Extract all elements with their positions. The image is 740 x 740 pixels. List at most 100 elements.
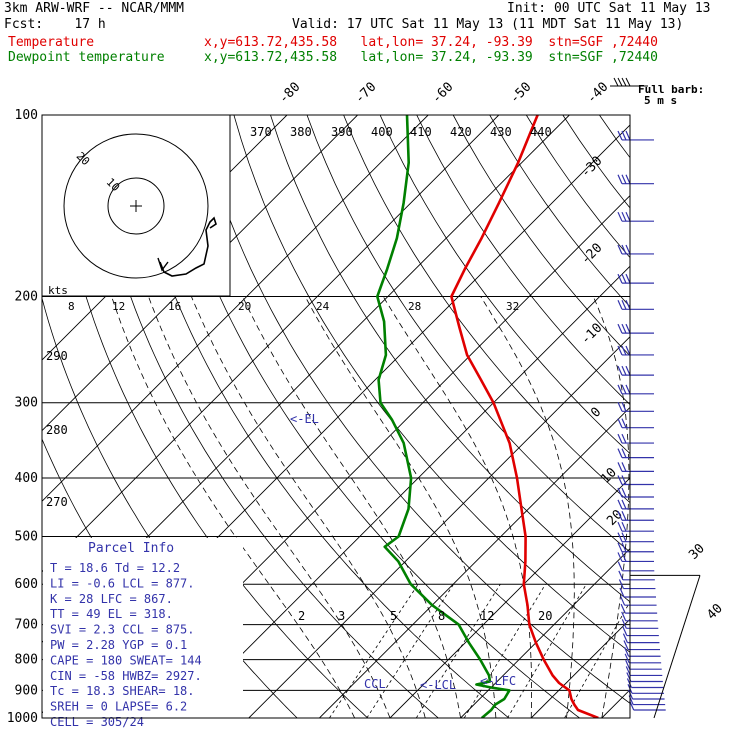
wind-barb <box>618 579 656 590</box>
wind-barb-flag <box>621 448 627 458</box>
isotherm-line <box>42 115 429 502</box>
barb-legend-flag <box>625 77 631 87</box>
hodograph-speed-label: 8 <box>68 300 75 313</box>
wind-barb <box>617 521 654 532</box>
wind-barb <box>617 384 654 395</box>
parcel-info-row: CIN = -58 HWBZ= 2927. <box>50 669 202 683</box>
parcel-info-row: SVI = 2.3 CCL = 875. <box>50 623 195 637</box>
wind-barb-flag <box>621 499 627 510</box>
theta-left-label: 290 <box>46 349 68 363</box>
wind-barb <box>617 499 654 510</box>
isotherm-right-label: 0 <box>588 405 604 421</box>
wind-barb-flag <box>617 521 623 532</box>
mixing-ratio-line <box>329 584 419 718</box>
dewpoint-location: x,y=613.72,435.58 lat,lon= 37.24, -93.39… <box>204 50 658 65</box>
parcel-info-row: K = 28 LFC = 867. <box>50 592 173 606</box>
dry-adiabat-line <box>197 115 630 704</box>
theta-label: 400 <box>371 125 393 139</box>
wind-barb-flag <box>621 611 627 622</box>
wind-barb-flag <box>621 475 627 485</box>
isotherm-line <box>42 115 358 432</box>
wind-barb-flag <box>617 433 623 444</box>
lfc-marker: <-LFC <box>480 674 516 688</box>
isotherm-right-label: -20 <box>578 241 605 268</box>
wind-barb-flag <box>621 542 627 552</box>
wind-barb <box>623 640 660 651</box>
plot-frame <box>41 114 631 719</box>
parcel-info-panel <box>43 538 243 718</box>
isotherm-right-label: 20 <box>604 507 626 529</box>
wind-barb-flag <box>617 418 623 428</box>
isotherm-line <box>389 477 630 718</box>
theta-label: 440 <box>530 125 552 139</box>
hodograph-speed-label: 32 <box>506 300 519 313</box>
wind-barb-flag <box>617 499 623 510</box>
wind-barb <box>617 552 654 563</box>
moist-adiabat-line <box>191 296 426 718</box>
wind-barb-flag <box>621 244 627 255</box>
parcel-info-row: CELL = 305/24 <box>50 715 144 729</box>
parcel-info-row: Tc = 18.3 SHEAR= 18. <box>50 684 195 698</box>
wind-barb <box>617 475 654 486</box>
wind-barb <box>626 678 664 689</box>
wind-barb <box>617 402 654 412</box>
pressure-tick-label: 1000 <box>7 711 38 726</box>
isotherm-right-label: 40 <box>704 601 726 623</box>
wind-barb-flag <box>621 130 627 141</box>
theta-label: 370 <box>250 125 272 139</box>
wind-barb-flag <box>621 552 627 562</box>
theta-label: 380 <box>290 125 312 139</box>
pressure-tick-label: 800 <box>15 653 38 668</box>
wind-barb-flag <box>624 647 630 657</box>
mixing-ratio-line <box>415 584 501 718</box>
barb-legend-units: 5 m s <box>644 94 677 107</box>
wind-barb <box>617 323 654 334</box>
dry-adiabat-line <box>379 115 630 455</box>
wind-barb-flag <box>617 323 623 334</box>
wind-barb-flag <box>625 384 631 395</box>
isotherm-top-label: -80 <box>276 80 303 107</box>
pressure-tick-label: 600 <box>15 577 38 592</box>
isotherm-right-label: 10 <box>598 465 620 487</box>
wind-barb-flag <box>621 402 627 412</box>
wind-barb-flag <box>621 521 627 532</box>
wind-barb <box>617 542 654 553</box>
moist-adiabat-line <box>480 296 575 718</box>
wind-barb-flag <box>622 633 628 643</box>
wind-barb <box>617 448 654 459</box>
wind-barb <box>617 418 654 429</box>
wind-barb-flag <box>617 211 623 222</box>
parcel-info-title: Parcel Info <box>88 541 174 556</box>
mixing-ratio-label: 8 <box>438 609 445 623</box>
wind-barb-flag <box>617 475 623 485</box>
theta-left-label: 280 <box>46 423 68 437</box>
mixing-ratio-label: 12 <box>480 609 494 623</box>
wind-barb-flag <box>620 595 626 606</box>
isotherm-top-label: -70 <box>352 80 379 107</box>
wind-barb-flag <box>618 579 624 589</box>
wind-barb-flag <box>625 244 631 255</box>
mixing-ratio-label: 5 <box>390 609 397 623</box>
moist-adiabat-line <box>111 296 356 718</box>
wind-barb <box>624 653 662 664</box>
init-time: Init: 00 UTC Sat 11 May 13 <box>507 1 711 16</box>
isotherm-right-label: 30 <box>686 541 708 563</box>
mixing-ratio-line <box>463 584 546 718</box>
dry-adiabat-line <box>343 115 630 504</box>
temperature-location: x,y=613.72,435.58 lat,lon= 37.24, -93.39… <box>204 35 658 50</box>
wind-barb <box>629 700 666 711</box>
wind-barb <box>617 244 654 255</box>
hodograph-speed-label: 12 <box>112 300 125 313</box>
lcl-marker: <-LCL <box>420 678 456 692</box>
mixing-ratio-line <box>507 584 587 718</box>
dry-adiabat-line <box>160 115 580 718</box>
wind-barb-flag <box>617 487 623 498</box>
wind-barb <box>617 433 654 444</box>
isotherm-top-label: -60 <box>429 80 456 107</box>
theta-label: 410 <box>410 125 432 139</box>
wind-barb-flag <box>623 640 629 650</box>
wind-barb-flag <box>617 462 623 472</box>
wind-barb-flag <box>621 365 627 376</box>
wind-barb-flag <box>625 659 631 670</box>
